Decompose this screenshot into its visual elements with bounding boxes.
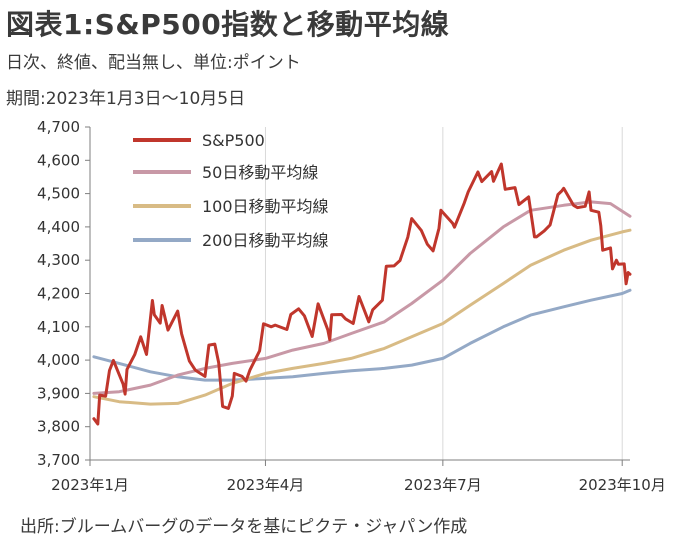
y-tick-label: 4,300 — [37, 251, 80, 269]
y-tick-label: 4,200 — [37, 285, 80, 303]
y-tick-label: 4,600 — [37, 151, 80, 169]
legend: S&P500 50日移動平均線 100日移動平均線 200日移動平均線 — [133, 131, 329, 250]
legend-ma200-label: 200日移動平均線 — [202, 231, 329, 250]
series-lines — [92, 162, 632, 426]
legend-sp500-label: S&P500 — [202, 131, 265, 150]
y-tick-label: 3,700 — [37, 451, 80, 469]
legend-ma100-label: 100日移動平均線 — [202, 197, 329, 216]
source-note: 出所:ブルームバーグのデータを基にピクテ・ジャパン作成 — [20, 517, 468, 537]
chart-title: 図表1:S&P500指数と移動平均線 — [6, 8, 450, 41]
sp500-line — [92, 162, 632, 426]
ma200-line — [92, 288, 632, 382]
gridlines — [264, 127, 623, 460]
y-axis-ticks: 3,700 3,800 3,900 4,000 4,100 4,200 4,300 4,400… — [37, 118, 90, 469]
y-tick-label: 3,900 — [37, 384, 80, 402]
legend-ma50-label: 50日移動平均線 — [202, 163, 318, 182]
axes — [89, 127, 630, 461]
x-tick-label: 2023年10月 — [579, 476, 666, 494]
chart-subtitle: 日次、終値、配当無し、単位:ポイント — [6, 53, 301, 73]
y-tick-label: 4,000 — [37, 351, 80, 369]
x-axis-ticks: 2023年1月 2023年4月 2023年7月 2023年10月 — [51, 460, 666, 494]
chart-period: 期間:2023年1月3日〜10月5日 — [6, 89, 246, 109]
x-tick-label: 2023年4月 — [227, 476, 305, 494]
y-tick-label: 4,400 — [37, 218, 80, 236]
y-tick-label: 4,500 — [37, 185, 80, 203]
y-tick-label: 3,800 — [37, 418, 80, 436]
y-tick-label: 4,100 — [37, 318, 80, 336]
x-tick-label: 2023年1月 — [51, 476, 129, 494]
ma50-line — [92, 200, 632, 395]
y-tick-label: 4,700 — [37, 118, 80, 136]
x-tick-label: 2023年7月 — [404, 476, 482, 494]
ma100-line — [92, 228, 632, 406]
